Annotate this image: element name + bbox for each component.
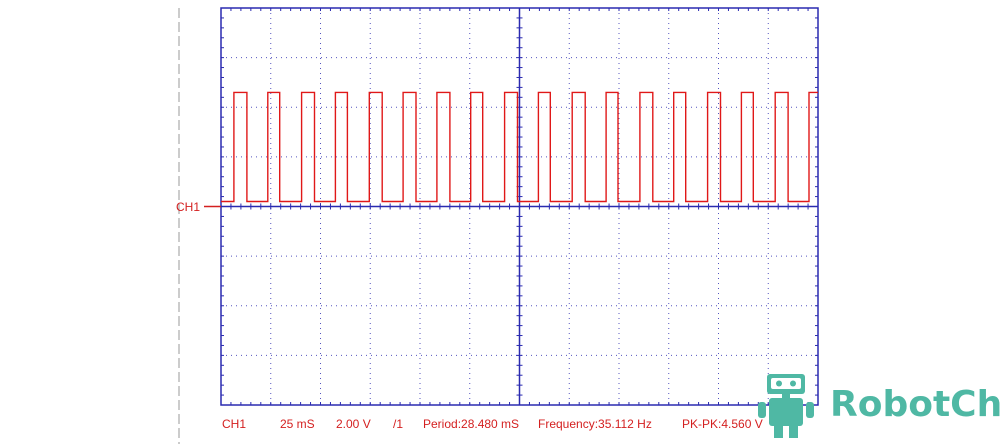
robotchip-logo: RobotChip — [752, 366, 1000, 444]
status-probe: /1 — [393, 417, 404, 431]
status-channel: CH1 — [222, 417, 247, 431]
ch1-trace — [221, 91, 818, 203]
status-period: Period:28.480 mS — [423, 417, 520, 431]
trace-layer — [204, 91, 818, 208]
channel-marker-label: CH1 — [176, 200, 201, 214]
graticule — [220, 7, 819, 406]
brand-name: RobotChip — [830, 384, 1000, 425]
status-pkpk: PK-PK:4.560 V — [682, 417, 763, 431]
robot-mascot-icon — [758, 374, 814, 438]
status-voltage-div: 2.00 V — [336, 417, 371, 431]
status-timebase: 25 mS — [280, 417, 315, 431]
status-frequency: Frequency:35.112 Hz — [538, 417, 652, 431]
